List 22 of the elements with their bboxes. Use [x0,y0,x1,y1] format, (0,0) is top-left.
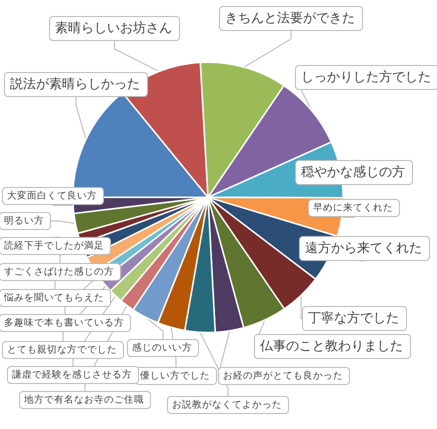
slice-label: 明るい方 [4,214,44,226]
slice-label: しっかりした方でした [301,69,431,85]
slice-label: 多趣味で本も書いている方 [4,316,124,328]
slice-label: すごくさばけた感じの方 [4,266,114,278]
slice-label: きちんと法要ができた [225,11,355,26]
slice-label: 遠方から来てくれた [305,240,422,256]
slice-label: お説教がなくてよかった [172,398,282,410]
slice-label: 素晴らしいお坊さん [55,21,172,36]
slice-label: 悩みを聞いてもらえた [3,292,104,304]
slice-label: 読経下手でしたが満足 [4,240,104,252]
slice-label: 感じのいい方 [132,342,192,354]
slice-label: 穏やかな感じの方 [301,164,405,180]
slice-label: 仏事のこと教わりました [259,339,403,354]
slice-label: 早めに来てくれた [313,202,393,214]
slice-label: 説法が素晴らしかった [10,77,140,92]
slice-label: 地方で有名なお寺のご住職 [23,394,144,406]
slice-label: お経の声がとても良かった [223,370,343,382]
slice-label: 謙虚で経験を感じさせる方 [12,368,132,380]
slice-label: 丁寧な方でした [308,310,399,326]
slice-label: 大変面白くて良い方 [7,190,97,202]
slice-label: 優しい方でした [140,370,210,382]
slice-label: とても親切な方ででした [7,344,117,356]
